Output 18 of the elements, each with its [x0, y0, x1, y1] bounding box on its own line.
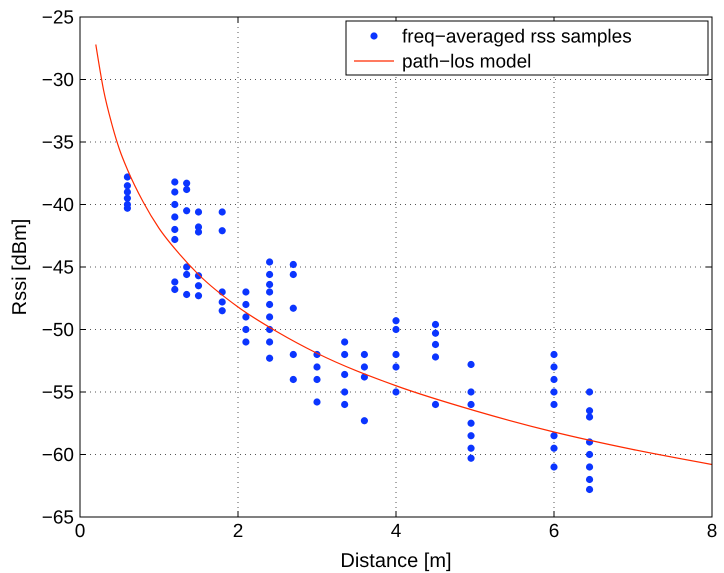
x-tick-label: 0 — [74, 521, 86, 542]
legend-label: freq−averaged rss samples — [402, 26, 632, 48]
x-axis-title: Distance [m] — [340, 550, 452, 572]
y-tick-label: −50 — [42, 320, 74, 342]
y-tick-label: −60 — [42, 445, 74, 466]
y-tick-label: −65 — [42, 508, 74, 529]
x-tick-label: 2 — [232, 521, 244, 542]
y-tick-label: −35 — [42, 132, 74, 154]
legend-label: path−los model — [402, 52, 532, 73]
x-tick-label: 8 — [706, 521, 718, 542]
y-axis-title: Rssi [dBm] — [9, 218, 31, 316]
y-tick-label: −45 — [42, 258, 74, 279]
x-tick-label: 4 — [390, 521, 402, 542]
y-tick-label: −25 — [42, 8, 74, 29]
y-tick-label: −30 — [42, 70, 74, 92]
x-tick-label: 6 — [548, 521, 560, 542]
y-tick-label: −55 — [42, 382, 74, 404]
y-tick-label: −40 — [42, 195, 74, 216]
